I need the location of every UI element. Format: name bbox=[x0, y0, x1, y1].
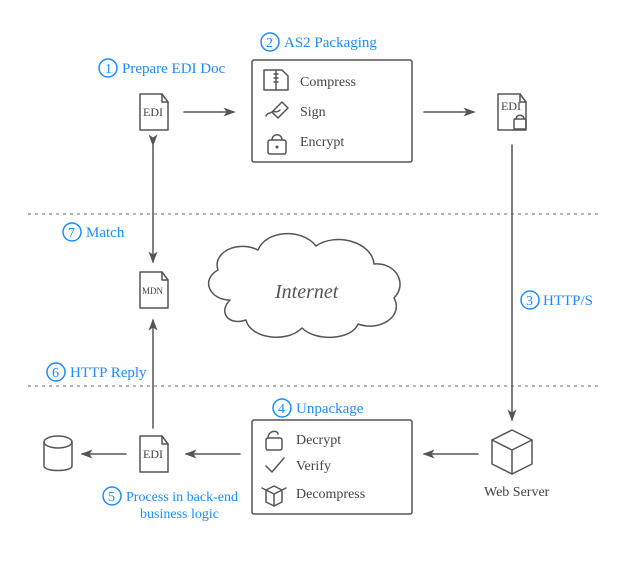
step-3-number: 3 bbox=[526, 294, 533, 309]
step-4-label: Unpackage bbox=[296, 401, 364, 417]
edi-label-1: EDI bbox=[143, 105, 163, 119]
step-6-number: 6 bbox=[52, 366, 59, 381]
step-5-number: 5 bbox=[108, 490, 115, 505]
edi-doc-icon-1: EDI bbox=[140, 94, 168, 130]
step-6-label: HTTP Reply bbox=[70, 365, 147, 381]
decrypt-label: Decrypt bbox=[296, 433, 341, 448]
step-5-label-line1: Process in back-end bbox=[126, 490, 238, 505]
web-server-icon bbox=[492, 430, 532, 474]
sign-label: Sign bbox=[300, 105, 326, 120]
step-1-label: Prepare EDI Doc bbox=[122, 61, 226, 77]
mdn-label: MDN bbox=[142, 286, 164, 296]
step-1: 1 Prepare EDI Doc bbox=[99, 59, 226, 77]
step-5: 5 Process in back-end business logic bbox=[103, 487, 238, 522]
step-6: 6 HTTP Reply bbox=[47, 363, 147, 381]
step-7-label: Match bbox=[86, 225, 125, 241]
step-2-label: AS2 Packaging bbox=[284, 35, 377, 51]
step-4: 4 Unpackage Decrypt Verify Decompress bbox=[252, 399, 412, 514]
decompress-label: Decompress bbox=[296, 487, 365, 502]
sign-icon bbox=[266, 102, 288, 118]
step-5-label-line2: business logic bbox=[140, 507, 219, 522]
verify-label: Verify bbox=[296, 459, 331, 474]
edi-doc-icon-bottom: EDI bbox=[140, 436, 168, 472]
step-2: 2 AS2 Packaging Compress Sign Encrypt bbox=[252, 33, 412, 162]
step-1-number: 1 bbox=[105, 62, 112, 77]
verify-icon bbox=[266, 458, 284, 472]
mdn-doc-icon: MDN bbox=[140, 272, 168, 308]
step-3: 3 HTTP/S bbox=[521, 291, 593, 309]
step-7-number: 7 bbox=[68, 226, 75, 241]
decompress-icon bbox=[262, 486, 286, 506]
internet-cloud: Internet bbox=[209, 234, 400, 338]
encrypt-icon bbox=[268, 135, 286, 154]
packaged-edi-icon: EDI bbox=[498, 94, 526, 130]
compress-icon bbox=[264, 70, 288, 90]
internet-label: Internet bbox=[274, 281, 339, 303]
step-4-number: 4 bbox=[278, 402, 285, 417]
encrypt-label: Encrypt bbox=[300, 135, 344, 150]
as2-flow-diagram: 1 Prepare EDI Doc EDI 2 AS2 Packaging Co… bbox=[0, 0, 622, 573]
compress-label: Compress bbox=[300, 75, 356, 90]
step-3-label: HTTP/S bbox=[543, 293, 593, 309]
edi-label-pkg: EDI bbox=[501, 99, 521, 113]
edi-label-bottom: EDI bbox=[143, 447, 163, 461]
database-icon bbox=[44, 436, 72, 471]
web-server-label: Web Server bbox=[484, 485, 550, 500]
step-2-number: 2 bbox=[266, 36, 273, 51]
step-7: 7 Match bbox=[63, 223, 125, 241]
decrypt-icon bbox=[266, 431, 282, 450]
